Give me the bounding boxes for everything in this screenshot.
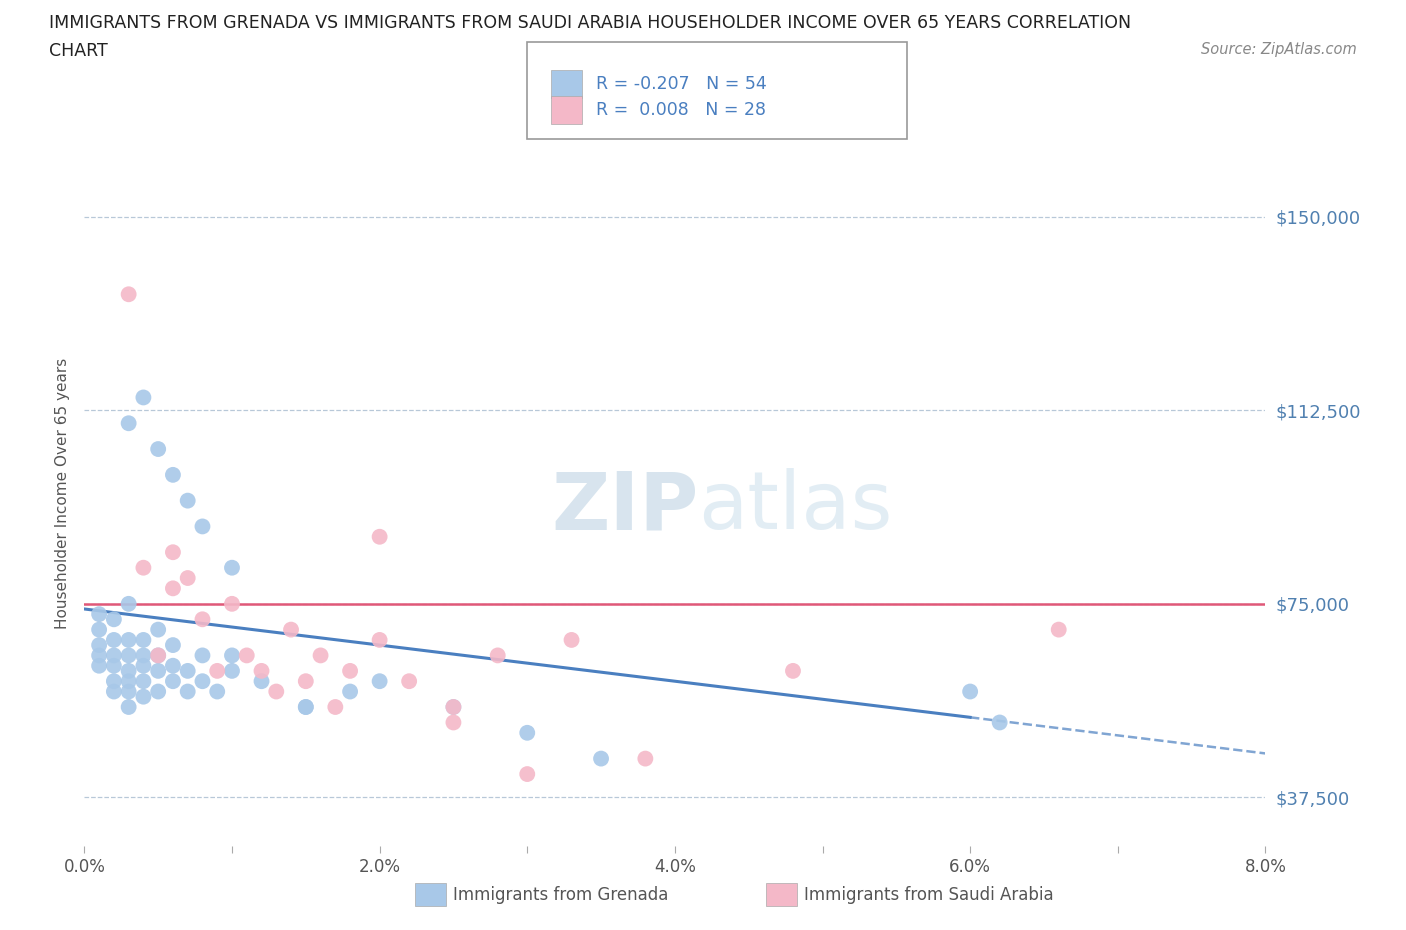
Point xyxy=(221,560,243,575)
Point xyxy=(103,673,125,688)
Point xyxy=(959,684,981,699)
Point xyxy=(236,648,259,663)
Point xyxy=(295,699,318,714)
Point xyxy=(103,648,125,663)
Text: Immigrants from Saudi Arabia: Immigrants from Saudi Arabia xyxy=(804,885,1054,904)
Point xyxy=(118,663,141,678)
Point xyxy=(118,596,141,611)
Point xyxy=(89,658,111,673)
Point xyxy=(443,715,465,730)
Text: Immigrants from Grenada: Immigrants from Grenada xyxy=(453,885,668,904)
Point xyxy=(103,684,125,699)
Point xyxy=(205,663,228,678)
Text: ZIP: ZIP xyxy=(551,468,699,546)
Point xyxy=(132,689,155,704)
Y-axis label: Householder Income Over 65 years: Householder Income Over 65 years xyxy=(55,357,70,629)
Point xyxy=(177,663,200,678)
Point xyxy=(988,715,1011,730)
Point xyxy=(323,699,347,714)
Point xyxy=(443,699,465,714)
Point xyxy=(132,658,155,673)
Point xyxy=(118,286,141,301)
Point xyxy=(339,663,361,678)
Point xyxy=(162,638,184,653)
Point xyxy=(221,663,243,678)
Point xyxy=(560,632,583,647)
Point xyxy=(89,648,111,663)
Point xyxy=(782,663,804,678)
Point xyxy=(280,622,302,637)
Point xyxy=(89,638,111,653)
Point xyxy=(177,493,200,508)
Point xyxy=(148,442,170,457)
Point xyxy=(516,766,538,781)
Point xyxy=(368,632,391,647)
Point xyxy=(118,632,141,647)
Text: IMMIGRANTS FROM GRENADA VS IMMIGRANTS FROM SAUDI ARABIA HOUSEHOLDER INCOME OVER : IMMIGRANTS FROM GRENADA VS IMMIGRANTS FR… xyxy=(49,14,1132,32)
Point xyxy=(132,648,155,663)
Point xyxy=(132,560,155,575)
Point xyxy=(191,673,214,688)
Text: R = -0.207   N = 54: R = -0.207 N = 54 xyxy=(596,74,766,93)
Point xyxy=(443,699,465,714)
Text: Source: ZipAtlas.com: Source: ZipAtlas.com xyxy=(1201,42,1357,57)
Point xyxy=(103,632,125,647)
Point xyxy=(191,612,214,627)
Text: R =  0.008   N = 28: R = 0.008 N = 28 xyxy=(596,100,766,119)
Point xyxy=(89,606,111,621)
Point xyxy=(191,519,214,534)
Point xyxy=(1047,622,1070,637)
Point xyxy=(368,529,391,544)
Point xyxy=(162,581,184,596)
Point xyxy=(118,673,141,688)
Point xyxy=(162,545,184,560)
Point xyxy=(132,673,155,688)
Point xyxy=(162,673,184,688)
Point xyxy=(191,648,214,663)
Text: CHART: CHART xyxy=(49,42,108,60)
Point xyxy=(309,648,332,663)
Point xyxy=(250,673,273,688)
Point xyxy=(634,751,657,766)
Point xyxy=(295,699,318,714)
Point xyxy=(516,725,538,740)
Point xyxy=(148,684,170,699)
Point xyxy=(221,596,243,611)
Point xyxy=(148,648,170,663)
Point xyxy=(368,673,391,688)
Point xyxy=(118,684,141,699)
Point xyxy=(591,751,613,766)
Point xyxy=(250,663,273,678)
Point xyxy=(148,663,170,678)
Point xyxy=(162,468,184,483)
Point xyxy=(162,658,184,673)
Point xyxy=(398,673,420,688)
Point xyxy=(118,648,141,663)
Point xyxy=(132,390,155,405)
Text: atlas: atlas xyxy=(699,468,893,546)
Point xyxy=(132,632,155,647)
Point xyxy=(148,648,170,663)
Point xyxy=(118,699,141,714)
Point xyxy=(103,658,125,673)
Point xyxy=(103,612,125,627)
Point xyxy=(205,684,228,699)
Point xyxy=(486,648,509,663)
Point xyxy=(295,673,318,688)
Point xyxy=(177,684,200,699)
Point xyxy=(339,684,361,699)
Point xyxy=(221,648,243,663)
Point xyxy=(118,416,141,431)
Point xyxy=(177,571,200,586)
Point xyxy=(89,622,111,637)
Point xyxy=(148,622,170,637)
Point xyxy=(264,684,288,699)
